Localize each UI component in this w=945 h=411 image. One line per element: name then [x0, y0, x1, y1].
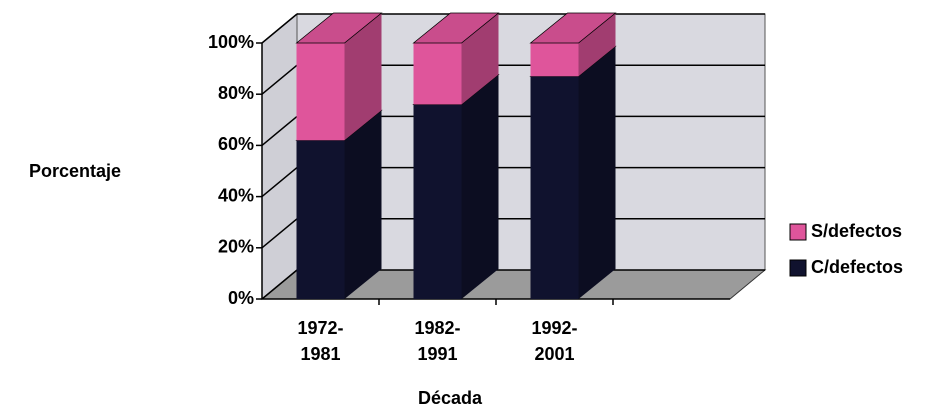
- y-tick-label: 60%: [218, 134, 254, 154]
- y-tick-label: 80%: [218, 83, 254, 103]
- legend-swatch: [789, 259, 807, 277]
- legend-swatch: [789, 223, 807, 241]
- x-tick-label: 1982-1991: [414, 318, 461, 364]
- y-tick-label: 100%: [208, 32, 254, 52]
- legend-label: S/defectos: [811, 221, 902, 241]
- bar: [296, 43, 345, 141]
- bar-top: [529, 12, 617, 44]
- y-tick-label: 20%: [218, 237, 254, 257]
- x-axis-title: Década: [418, 388, 483, 408]
- bar: [530, 76, 579, 299]
- bar: [530, 43, 579, 77]
- bar: [296, 140, 345, 299]
- y-tick-label: 0%: [228, 288, 254, 308]
- x-tick-label: 1972-1981: [297, 318, 344, 364]
- bar-side: [344, 13, 382, 141]
- bar: [413, 104, 462, 299]
- legend-label: C/defectos: [811, 257, 903, 277]
- grid-line: [261, 167, 298, 198]
- grid-line: [261, 13, 298, 44]
- grid-line: [261, 218, 298, 249]
- grid-line: [261, 115, 298, 146]
- bar-top: [412, 12, 500, 44]
- side-wall: [261, 12, 298, 301]
- bar: [413, 43, 462, 105]
- y-tick-label: 40%: [218, 185, 254, 205]
- x-tick-label: 1992-2001: [531, 318, 578, 364]
- grid-line: [261, 269, 298, 300]
- bar-side: [578, 46, 616, 299]
- grid-line: [261, 64, 298, 95]
- bar-top: [295, 12, 383, 44]
- bar-side: [461, 74, 499, 299]
- bar-side: [578, 13, 616, 77]
- bar-side: [344, 110, 382, 299]
- y-axis-title: Porcentaje: [29, 161, 121, 181]
